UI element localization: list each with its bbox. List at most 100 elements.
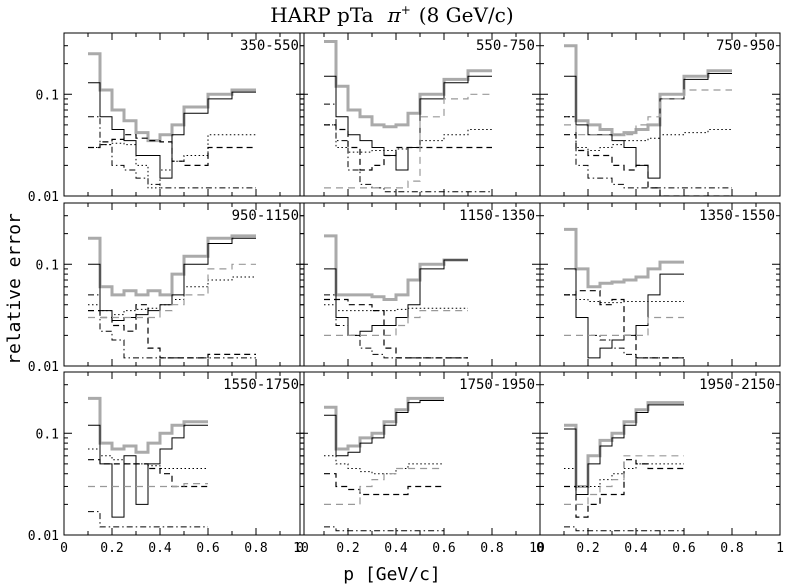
panel-range-label: 1550-1750 [223, 377, 299, 393]
panel-grid: 0.01 0.1 350-550 550-750 750-950 0.01 0.1 950-1… [28, 32, 784, 556]
series-light-dashed [564, 455, 684, 505]
series-dotted [88, 134, 256, 189]
series-statistical [324, 400, 444, 457]
series-total [88, 234, 256, 297]
title-particle: π [387, 3, 402, 27]
series-dashdot [564, 526, 684, 532]
series-light-dashed [564, 89, 732, 136]
panel-range-label: 550-750 [476, 38, 535, 54]
series-total [324, 396, 444, 451]
panel: 0.01 0.1 950-1150 [28, 202, 305, 375]
series-light-dashed [88, 263, 256, 319]
y-tick-label: 0.1 [36, 88, 59, 103]
panel: 1350-1550 [539, 202, 781, 367]
series-group [564, 44, 732, 196]
x-tick-label: 0.4 [624, 541, 648, 556]
y-axis-label: relative error [4, 213, 25, 365]
series-dashed [564, 290, 684, 359]
x-tick-label: 0.8 [720, 541, 743, 556]
x-tick-label: 1 [776, 541, 784, 556]
series-dashed [88, 304, 256, 359]
panel-range-label: 1150-1350 [459, 208, 535, 224]
series-group [324, 234, 468, 359]
series-group [564, 401, 684, 532]
series-statistical [88, 82, 256, 179]
x-tick-label: 0 [60, 541, 68, 556]
series-dashed [324, 124, 492, 171]
series-dashdot [324, 294, 468, 359]
panel-range-label: 1350-1550 [699, 208, 775, 224]
x-tick-label: 0 [536, 541, 544, 556]
series-statistical [564, 404, 684, 495]
series-dashdot [88, 511, 208, 528]
title-beam: (8 GeV/c) [419, 3, 514, 27]
x-tick-label: 0.8 [244, 541, 267, 556]
series-light-dashed [564, 316, 684, 336]
series-dotted [324, 455, 444, 475]
title-charge: + [401, 3, 411, 17]
chart-title: HARP pTa π+ (8 GeV/c) [270, 3, 513, 27]
series-dashdot [564, 116, 732, 189]
panel-range-label: 950-1150 [232, 208, 299, 224]
panel-range-label: 350-550 [240, 38, 299, 54]
y-tick-label: 0.01 [28, 360, 59, 375]
panel-range-label: 1750-1950 [459, 377, 535, 393]
y-tick-label: 0.01 [28, 529, 59, 544]
series-light-dashed [324, 93, 492, 189]
series-group [88, 234, 256, 359]
series-dashed [324, 298, 468, 359]
series-dashdot [88, 116, 256, 189]
series-total [564, 227, 684, 289]
panel: 0.01 0.1 350-550 [28, 32, 305, 205]
x-tick-label: 0.6 [196, 541, 219, 556]
x-tick-label: 0.4 [384, 541, 408, 556]
panel: 550-750 [299, 32, 541, 197]
series-statistical [88, 237, 256, 321]
y-tick-label: 0.1 [36, 427, 59, 442]
x-tick-label: 0.2 [100, 541, 123, 556]
series-dashdot [564, 294, 684, 359]
series-total [88, 396, 208, 454]
series-total [324, 234, 468, 301]
series-group [564, 227, 684, 359]
y-tick-label: 0.1 [36, 258, 59, 273]
x-tick-label: 0.6 [432, 541, 455, 556]
series-group [324, 40, 492, 193]
series-light-dashed [88, 483, 208, 488]
series-total [88, 52, 256, 143]
x-axis-label: p [GeV/c] [343, 564, 441, 585]
series-statistical [88, 424, 208, 518]
series-total [324, 40, 492, 129]
series-group [88, 396, 208, 528]
x-tick-label: 0.4 [148, 541, 172, 556]
series-dashdot [88, 294, 256, 359]
series-dashdot [324, 526, 444, 532]
title-main: HARP pTa [270, 3, 373, 27]
x-tick-label: 10 [293, 541, 309, 556]
y-tick-label: 0.01 [28, 190, 59, 205]
panel: 0 0.2 0.4 0.6 0.8 10 1750-1950 [296, 371, 545, 556]
series-light-dashed [324, 467, 444, 505]
x-tick-label: 0.2 [336, 541, 359, 556]
panel-range-label: 750-950 [716, 38, 775, 54]
series-dotted [324, 304, 468, 312]
series-group [324, 396, 444, 532]
series-dashed [324, 473, 444, 496]
panel: 0.01 0.1 0 0.2 0.4 0.6 0.8 10 1550-1750 [28, 371, 309, 556]
x-tick-label: 0 [296, 541, 304, 556]
x-tick-label: 10 [529, 541, 545, 556]
panel: 1150-1350 [299, 202, 541, 367]
panel: 0 0.2 0.4 0.6 0.8 1 1950-2150 [536, 371, 784, 556]
x-tick-label: 0.2 [576, 541, 599, 556]
series-statistical [564, 73, 732, 179]
series-group [88, 52, 256, 189]
x-tick-label: 0.6 [672, 541, 695, 556]
series-light-dashed [324, 310, 468, 336]
series-dotted [88, 276, 256, 316]
panel: 750-950 [539, 32, 781, 197]
panel-range-label: 1950-2150 [699, 377, 775, 393]
series-dashed [88, 134, 256, 166]
x-tick-label: 0.8 [480, 541, 503, 556]
series-dashed [564, 134, 732, 196]
